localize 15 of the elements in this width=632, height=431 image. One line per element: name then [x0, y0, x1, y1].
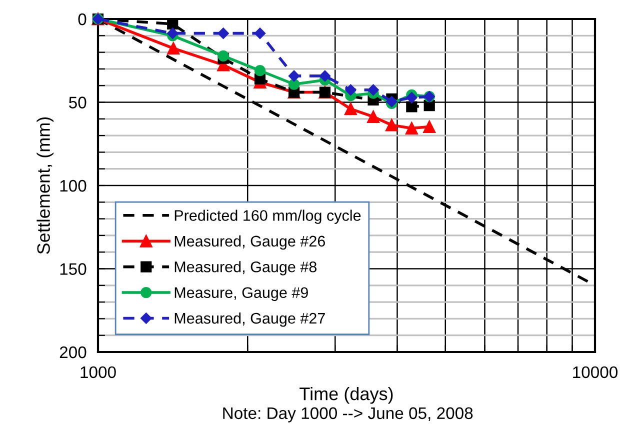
x-tick-label: 1000	[80, 366, 116, 378]
y-tick-label: 100	[60, 180, 86, 192]
x-tick-label: 10000	[573, 366, 618, 378]
legend-label: Measured, Gauge #8	[174, 261, 317, 276]
legend-label: Predicted 160 mm/log cycle	[174, 210, 361, 224]
x-axis-title: Time (days)	[300, 386, 393, 404]
legend-label: Measure, Gauge #9	[174, 287, 308, 302]
y-axis-title: Settlement, (mm)	[36, 117, 54, 254]
legend-label: Measured, Gauge #26	[174, 235, 325, 250]
text: Note: Day 1000 --> June 05, 2008	[223, 407, 473, 422]
y-tick-label: 200	[60, 346, 86, 358]
legend-label: Measured, Gauge #27	[174, 312, 325, 327]
y-tick-label: 0	[78, 13, 86, 26]
y-tick-label: 50	[69, 96, 86, 108]
y-tick-label: 150	[60, 263, 86, 275]
